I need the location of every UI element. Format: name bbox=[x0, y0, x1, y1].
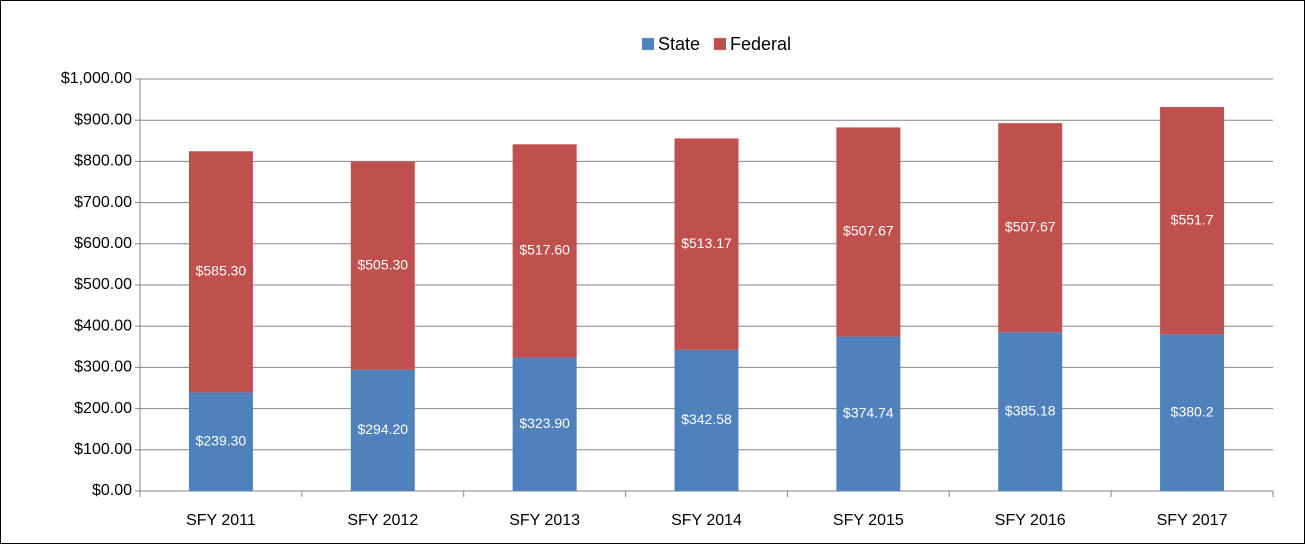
bar-segment bbox=[350, 161, 415, 370]
x-tick-label: SFY 2014 bbox=[671, 512, 742, 529]
data-label: $507.67 bbox=[843, 223, 894, 239]
bar-segment bbox=[836, 336, 901, 491]
bar-segment bbox=[1160, 107, 1225, 335]
legend-swatch bbox=[641, 38, 654, 50]
y-tick-label: $300.00 bbox=[74, 359, 132, 376]
data-label: $380.2 bbox=[1171, 403, 1214, 419]
x-tick-label: SFY 2015 bbox=[833, 512, 904, 529]
data-label: $505.30 bbox=[357, 256, 408, 272]
data-label: $385.18 bbox=[1005, 402, 1056, 418]
bar-segment bbox=[188, 151, 253, 393]
data-label: $374.74 bbox=[843, 405, 894, 421]
bar-segment bbox=[512, 144, 577, 358]
legend-label: Federal bbox=[730, 34, 791, 54]
data-label: $507.67 bbox=[1005, 218, 1056, 234]
x-tick-label: SFY 2012 bbox=[347, 512, 418, 529]
data-label: $551.7 bbox=[1171, 211, 1214, 227]
data-label: $342.58 bbox=[681, 411, 732, 427]
y-tick-label: $500.00 bbox=[74, 276, 132, 293]
data-label: $585.30 bbox=[196, 263, 247, 279]
bar-segment bbox=[998, 123, 1063, 333]
y-tick-label: $200.00 bbox=[74, 400, 132, 417]
y-tick-label: $800.00 bbox=[74, 153, 132, 170]
x-tick-label: SFY 2017 bbox=[1157, 512, 1228, 529]
legend-swatch bbox=[714, 38, 726, 50]
y-tick-label: $400.00 bbox=[74, 317, 132, 334]
bar-segment bbox=[674, 138, 739, 350]
x-tick-label: SFY 2011 bbox=[186, 512, 256, 529]
bar-segment bbox=[998, 332, 1063, 491]
bar-segment bbox=[512, 357, 577, 491]
y-tick-label: $600.00 bbox=[74, 235, 132, 252]
y-tick-label: $0.00 bbox=[92, 482, 132, 499]
bar-segment bbox=[1160, 334, 1225, 491]
bar-segment bbox=[674, 349, 739, 491]
x-tick-label: SFY 2013 bbox=[509, 512, 580, 529]
data-label: $323.90 bbox=[519, 415, 570, 431]
bar-segment bbox=[350, 369, 415, 491]
y-tick-label: $900.00 bbox=[74, 111, 132, 128]
x-tick-label: SFY 2016 bbox=[995, 512, 1066, 529]
data-label: $239.30 bbox=[196, 432, 247, 448]
data-label: $513.17 bbox=[681, 235, 732, 251]
legend-label: State bbox=[658, 34, 700, 54]
bar-segment bbox=[188, 392, 253, 491]
y-tick-label: $700.00 bbox=[74, 194, 132, 211]
bar-segment bbox=[836, 127, 901, 337]
data-label: $294.20 bbox=[357, 421, 408, 437]
y-tick-label: $1,000.00 bbox=[61, 70, 132, 87]
y-tick-label: $100.00 bbox=[74, 441, 132, 458]
data-label: $517.60 bbox=[519, 242, 570, 258]
